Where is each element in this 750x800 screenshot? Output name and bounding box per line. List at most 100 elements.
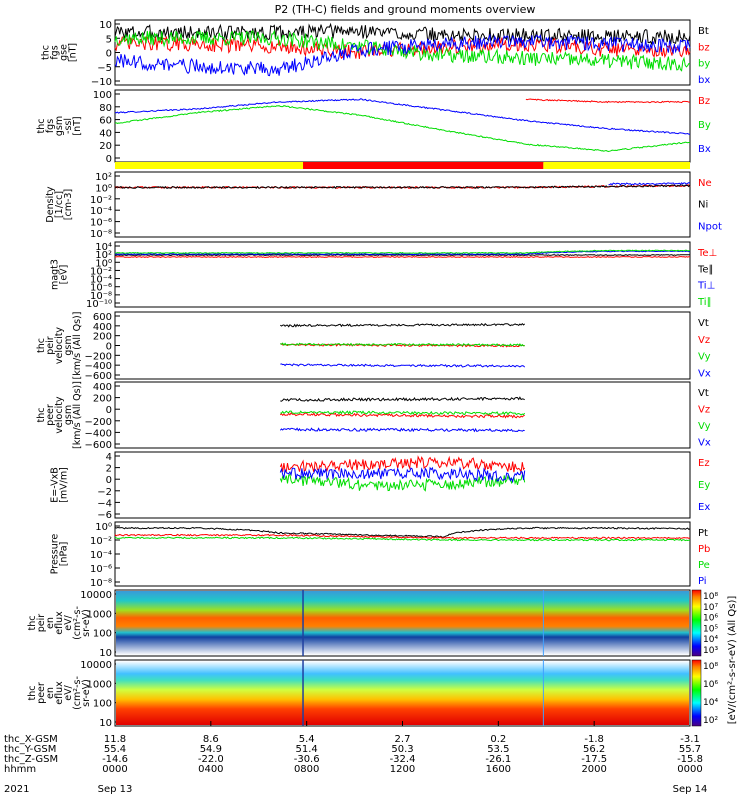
heatmap-image: [116, 661, 689, 725]
legend-Ti∥: Ti∥: [697, 297, 712, 308]
y-tick-label: −10: [91, 77, 112, 88]
y-label-line: [cm-3]: [63, 189, 74, 220]
y-tick-label: 1000: [87, 679, 112, 690]
panel-frame: [114, 171, 691, 238]
x-tick-value: 0800: [294, 764, 319, 775]
legend-Ez: Ez: [698, 458, 710, 469]
y-label-line: sr-eV): [81, 609, 92, 637]
y-axis-label: E=-VxB[mV/m]: [50, 467, 70, 503]
x-tick-value: 53.5: [487, 744, 509, 755]
y-tick-label: 80: [99, 103, 112, 114]
x-row-label: thc_X-GSM: [4, 734, 58, 745]
y-tick-label: 10⁻⁴: [90, 275, 112, 286]
panel-frame: [114, 589, 691, 657]
y-label-line: peer: [36, 682, 47, 704]
legend-Bz: Bz: [698, 96, 710, 107]
series-line-Vz: [279, 412, 525, 419]
y-tick-label: 400: [93, 322, 112, 333]
legend-Te∥: Te∥: [697, 264, 714, 275]
x-tick-value: 0000: [102, 764, 127, 775]
y-label-line: eflux: [54, 611, 65, 635]
y-label-line: thc: [41, 45, 52, 60]
x-tick-value: -32.4: [390, 754, 416, 765]
y-label-line: velocity: [54, 327, 65, 365]
legend-Ni: Ni: [698, 200, 708, 211]
y-tick-label: 100: [93, 699, 112, 710]
y-label-line: [mV/m]: [59, 467, 70, 503]
y-label-line: magt3: [50, 259, 61, 290]
colorbar-tick-label: 10⁸: [703, 662, 718, 672]
series-line-Ey: [279, 473, 526, 492]
x-row-label: thc_Y-GSM: [4, 744, 56, 755]
y-tick-label: −200: [85, 417, 112, 428]
colorbar-tick-label: 10⁷: [703, 603, 718, 613]
x-tick-value: 2.7: [395, 734, 411, 745]
x-tick-value: 0000: [677, 764, 702, 775]
y-label-line: peer: [45, 404, 56, 426]
series-line-by: [114, 29, 691, 72]
legend-Ex: Ex: [698, 502, 710, 513]
colorbar-tick-label: 10⁵: [703, 624, 718, 634]
x-tick-value: 8.6: [203, 734, 219, 745]
y-tick-label: 10⁻⁸: [90, 291, 112, 302]
y-axis-label: Pressure[nPa]: [50, 534, 70, 575]
series-line-Te∥: [114, 254, 691, 257]
y-label-line: (cm²-s-: [72, 606, 83, 640]
x-tick-value: 50.3: [391, 744, 413, 755]
y-label-line: [nT]: [72, 116, 83, 135]
status-bar-strip: [115, 162, 690, 169]
y-tick-label: 10⁻⁶: [90, 564, 112, 575]
legend-Pi: Pi: [698, 576, 707, 587]
series-line-Ti∥: [114, 249, 691, 254]
series-line-Ni: [114, 184, 691, 190]
series-line-Vx: [279, 427, 525, 433]
y-label-line: peir: [36, 614, 47, 633]
y-tick-label: 0: [106, 49, 112, 60]
y-label-line: -ssl: [63, 118, 74, 134]
series-line-By: [114, 105, 691, 153]
y-tick-label: 10⁰: [95, 183, 112, 194]
y-tick-label: 10⁰: [95, 522, 112, 533]
series-line-Vx: [280, 363, 526, 368]
legend-Ne: Ne: [698, 178, 712, 189]
legend-Vt: Vt: [698, 318, 709, 329]
y-tick-label: 10²: [95, 250, 112, 261]
series-line-bx: [114, 33, 691, 77]
y-axis-label: magt3[eV]: [50, 259, 70, 290]
y-tick-label: 10: [99, 648, 112, 659]
series-line-Vy: [280, 342, 525, 347]
strip-segment: [543, 162, 690, 169]
y-tick-label: 1000: [87, 609, 112, 620]
y-tick-label: −600: [85, 440, 112, 451]
y-label-line: [nT]: [68, 43, 79, 62]
x-tick-value: -26.1: [485, 754, 511, 765]
figure-title: P2 (TH-C) fields and ground moments over…: [275, 3, 536, 16]
y-tick-label: 20: [99, 141, 112, 152]
y-label-line: eV/: [63, 684, 74, 700]
legend-Pt: Pt: [698, 528, 708, 539]
legend-Bt: Bt: [698, 26, 709, 37]
legend-Vy: Vy: [698, 352, 711, 363]
y-label-line: [km/s (All Qs)]: [72, 312, 83, 380]
y-tick-label: 10000: [80, 660, 112, 671]
y-label-line: en: [45, 617, 56, 629]
panel-peer_velocity_gsm: 4002000−200−400−600thcpeervelocitygsm[km…: [36, 381, 711, 451]
y-tick-label: −5: [97, 63, 112, 74]
y-label-line: [1/cc]: [54, 191, 65, 218]
y-tick-label: 100: [93, 629, 112, 640]
y-tick-label: 60: [99, 116, 112, 127]
x-tick-value: -15.8: [677, 754, 703, 765]
y-tick-label: 10⁻⁶: [90, 283, 112, 294]
x-tick-value: 55.7: [679, 744, 701, 755]
colorbar: [691, 589, 702, 657]
y-label-line: gsm: [63, 335, 74, 355]
legend-Ey: Ey: [698, 480, 710, 491]
x-tick-value: -30.6: [294, 754, 320, 765]
y-tick-label: 10⁻⁴: [90, 550, 112, 561]
